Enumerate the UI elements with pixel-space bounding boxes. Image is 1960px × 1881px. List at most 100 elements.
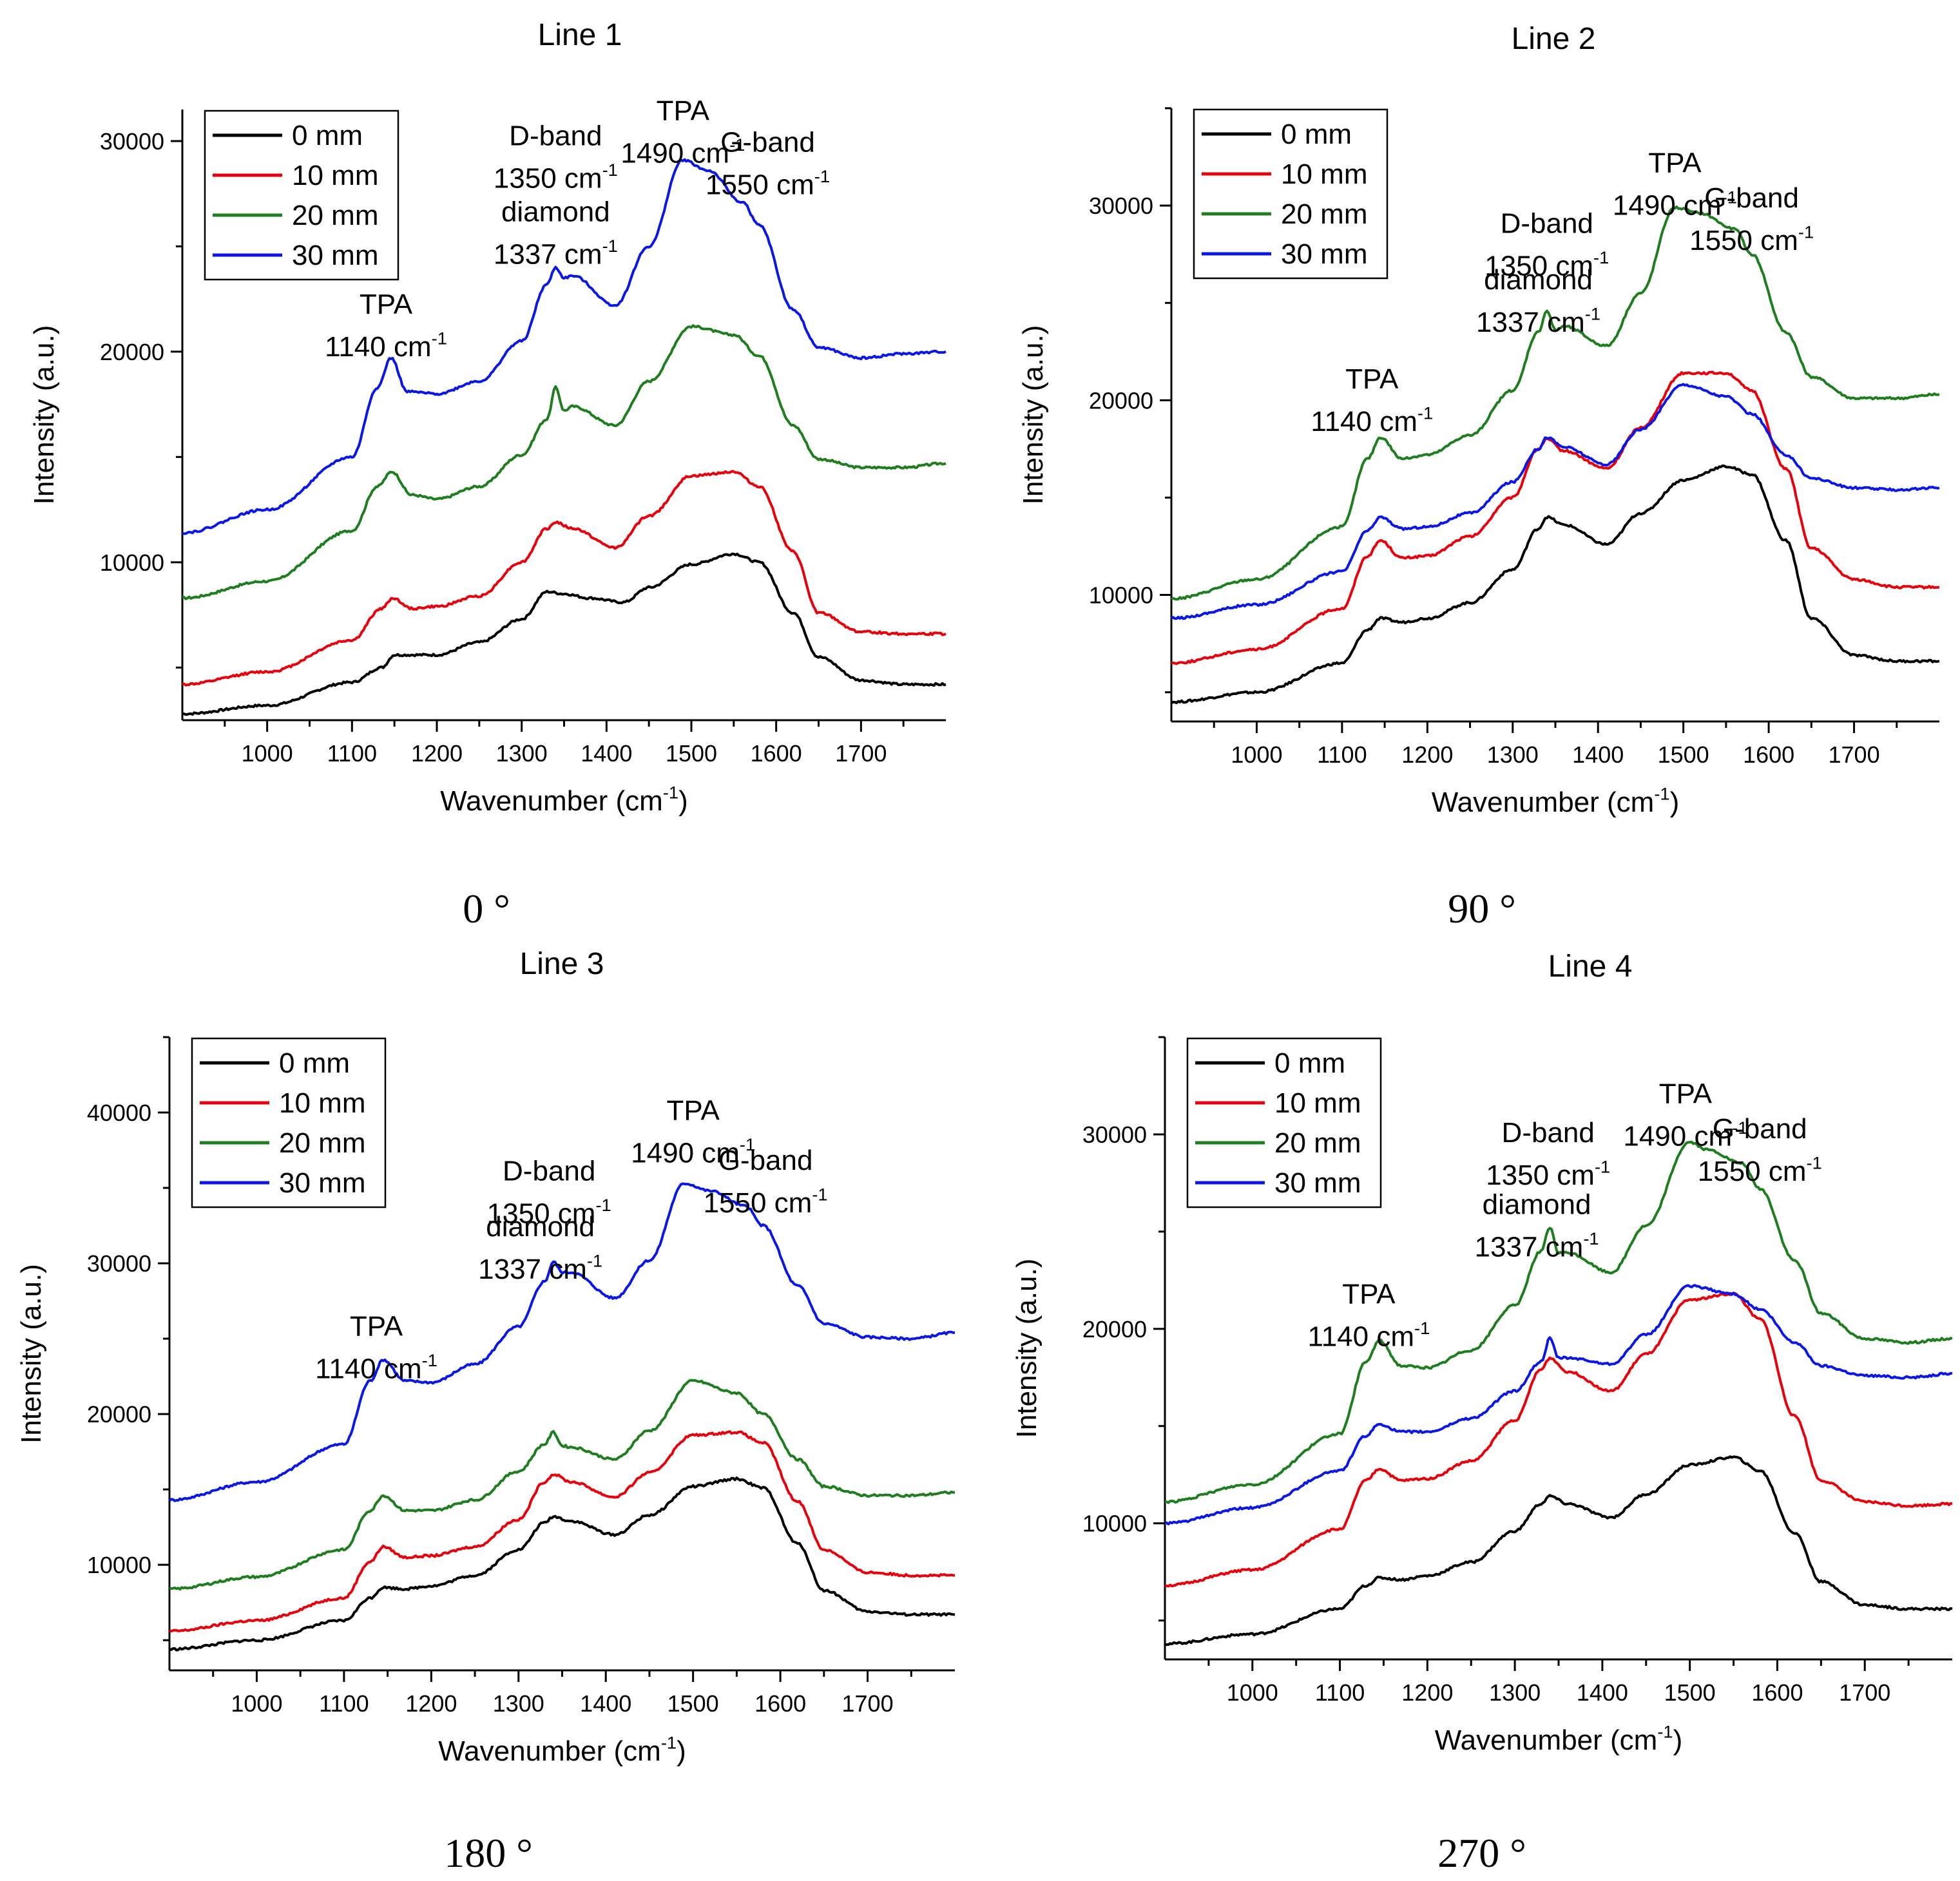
- annotation-name: diamond: [1483, 1189, 1591, 1221]
- annotation: TPA 1140 cm-1: [1307, 1279, 1430, 1353]
- annotation: diamond 1337 cm-1: [478, 1211, 602, 1285]
- y-tick-label: 20000: [1089, 387, 1153, 414]
- x-tick-label: 1400: [580, 1690, 631, 1717]
- x-tick-label: 1700: [1839, 1679, 1890, 1706]
- series-line-0-mm: [169, 1476, 956, 1652]
- annotation-name: TPA: [350, 1310, 403, 1342]
- legend-entry: 20 mm: [279, 1127, 365, 1159]
- annotation-name: G-band: [718, 1145, 813, 1176]
- annotation-name: TPA: [360, 289, 413, 320]
- annotation-wavenumber: 1550 cm-1: [1698, 1152, 1822, 1187]
- legend: 0 mm 10 mm 20 mm 30 mm: [1186, 1037, 1382, 1208]
- annotation-name: TPA: [1648, 148, 1702, 179]
- annotation-name: TPA: [657, 95, 710, 126]
- legend-entry: 30 mm: [292, 240, 378, 271]
- chart-title: Line 3: [520, 947, 604, 981]
- annotation-name: diamond: [1484, 264, 1593, 296]
- series-line-30-mm: [182, 158, 946, 535]
- x-tick-label: 1500: [1664, 1679, 1716, 1706]
- annotation-wavenumber: 1140 cm-1: [1307, 1318, 1430, 1352]
- annotation-wavenumber: 1490 cm-1: [1623, 1118, 1747, 1152]
- legend-entry: 0 mm: [279, 1047, 350, 1079]
- annotation-name: diamond: [501, 196, 610, 227]
- annotation: TPA 1490 cm-1: [620, 95, 745, 169]
- annotation-name: G-band: [1713, 1113, 1807, 1145]
- annotation: D-band 1350 cm-1: [1486, 1117, 1610, 1191]
- annotation: diamond 1337 cm-1: [1476, 264, 1600, 338]
- y-tick-label: 10000: [1082, 1511, 1147, 1537]
- annotation-wavenumber: 1550 cm-1: [1689, 222, 1814, 256]
- legend-entry: 0 mm: [1281, 119, 1352, 150]
- annotation-wavenumber: 1140 cm-1: [315, 1350, 437, 1384]
- chart-title: Line 2: [1512, 22, 1596, 56]
- x-tick-label: 1200: [1401, 1679, 1453, 1706]
- legend-entry: 20 mm: [292, 200, 378, 231]
- annotation-wavenumber: 1490 cm-1: [620, 135, 745, 169]
- series-line-30-mm: [168, 1182, 956, 1502]
- panel-caption: 90 °: [1448, 886, 1516, 931]
- y-tick-label: 10000: [87, 1552, 151, 1578]
- annotation: D-band 1350 cm-1: [494, 120, 618, 195]
- annotation: TPA 1490 cm-1: [1623, 1078, 1747, 1152]
- series-line-10-mm: [182, 470, 946, 687]
- legend-box: [1193, 108, 1388, 280]
- annotation-wavenumber: 1337 cm-1: [1476, 304, 1600, 338]
- annotation-name: TPA: [1345, 363, 1399, 395]
- annotation-wavenumber: 1350 cm-1: [494, 160, 618, 194]
- x-tick-label: 1000: [1227, 1679, 1278, 1706]
- x-axis-label: Wavenumber (cm-1): [440, 783, 687, 817]
- chart-panel-3: Line 3 180 ° 1000 1100 1200 1300 1400 1500 1600 1…: [15, 947, 956, 1876]
- annotation: D-band 1350 cm-1: [1484, 207, 1609, 282]
- annotation-name: G-band: [720, 126, 815, 158]
- legend-entry: 10 mm: [279, 1087, 365, 1119]
- chart-panel-1: Line 1 0 ° 1000 1100 1200 1300 1400 1500 1600 170…: [28, 18, 946, 931]
- panel-caption: 0 °: [463, 886, 510, 931]
- series-line-30-mm: [1171, 383, 1940, 620]
- chart-title: Line 4: [1548, 950, 1633, 984]
- legend-entry: 30 mm: [1281, 238, 1367, 270]
- x-tick-label: 1700: [835, 740, 887, 767]
- x-tick-label: 1600: [751, 740, 802, 767]
- annotation: diamond 1337 cm-1: [494, 196, 618, 270]
- annotation-name: D-band: [1501, 207, 1593, 239]
- annotation-wavenumber: 1350 cm-1: [1484, 247, 1609, 282]
- annotation-wavenumber: 1337 cm-1: [1475, 1228, 1599, 1263]
- panel-caption: 270 °: [1437, 1830, 1526, 1876]
- plot-area: [1164, 1140, 1953, 1647]
- x-tick-label: 1000: [231, 1690, 282, 1717]
- series-line-20-mm: [1164, 1140, 1953, 1504]
- x-tick-label: 1600: [1751, 1679, 1803, 1706]
- annotation-wavenumber: 1337 cm-1: [494, 236, 618, 270]
- chart-panel-4: Line 4 270 ° 1000 1100 1200 1300 1400 1500 1600 1…: [1011, 950, 1953, 1876]
- plot-area: [1171, 205, 1940, 705]
- x-tick-label: 1000: [242, 740, 293, 767]
- y-tick-label: 30000: [87, 1250, 151, 1277]
- x-tick-label: 1400: [1572, 741, 1624, 768]
- annotation: diamond 1337 cm-1: [1475, 1189, 1599, 1263]
- x-tick-label: 1400: [1577, 1679, 1628, 1706]
- annotation-name: D-band: [1502, 1117, 1595, 1149]
- legend: 0 mm 10 mm 20 mm 30 mm: [204, 110, 399, 281]
- annotation-name: diamond: [486, 1211, 595, 1243]
- y-axis-label: Intensity (a.u.): [15, 1264, 47, 1444]
- annotation-wavenumber: 1550 cm-1: [704, 1184, 828, 1218]
- legend-entry: 0 mm: [292, 120, 363, 151]
- chart-title: Line 1: [538, 18, 622, 52]
- y-tick-label: 30000: [1089, 193, 1153, 219]
- x-tick-label: 1500: [668, 1690, 719, 1717]
- x-tick-label: 1300: [496, 740, 548, 767]
- series-line-20-mm: [182, 324, 946, 600]
- y-tick-label: 30000: [100, 128, 164, 155]
- plot-area: [182, 158, 946, 716]
- x-axis-label: Wavenumber (cm-1): [1435, 1722, 1682, 1756]
- annotation-name: D-band: [509, 120, 602, 152]
- series-line-0-mm: [182, 552, 946, 716]
- legend-entry: 0 mm: [1274, 1047, 1345, 1079]
- y-tick-label: 10000: [100, 549, 164, 576]
- x-tick-label: 1500: [1658, 741, 1709, 768]
- x-tick-label: 1000: [1231, 741, 1282, 768]
- legend-entry: 20 mm: [1281, 198, 1367, 230]
- annotation-wavenumber: 1337 cm-1: [478, 1250, 602, 1284]
- x-tick-label: 1100: [1317, 741, 1367, 768]
